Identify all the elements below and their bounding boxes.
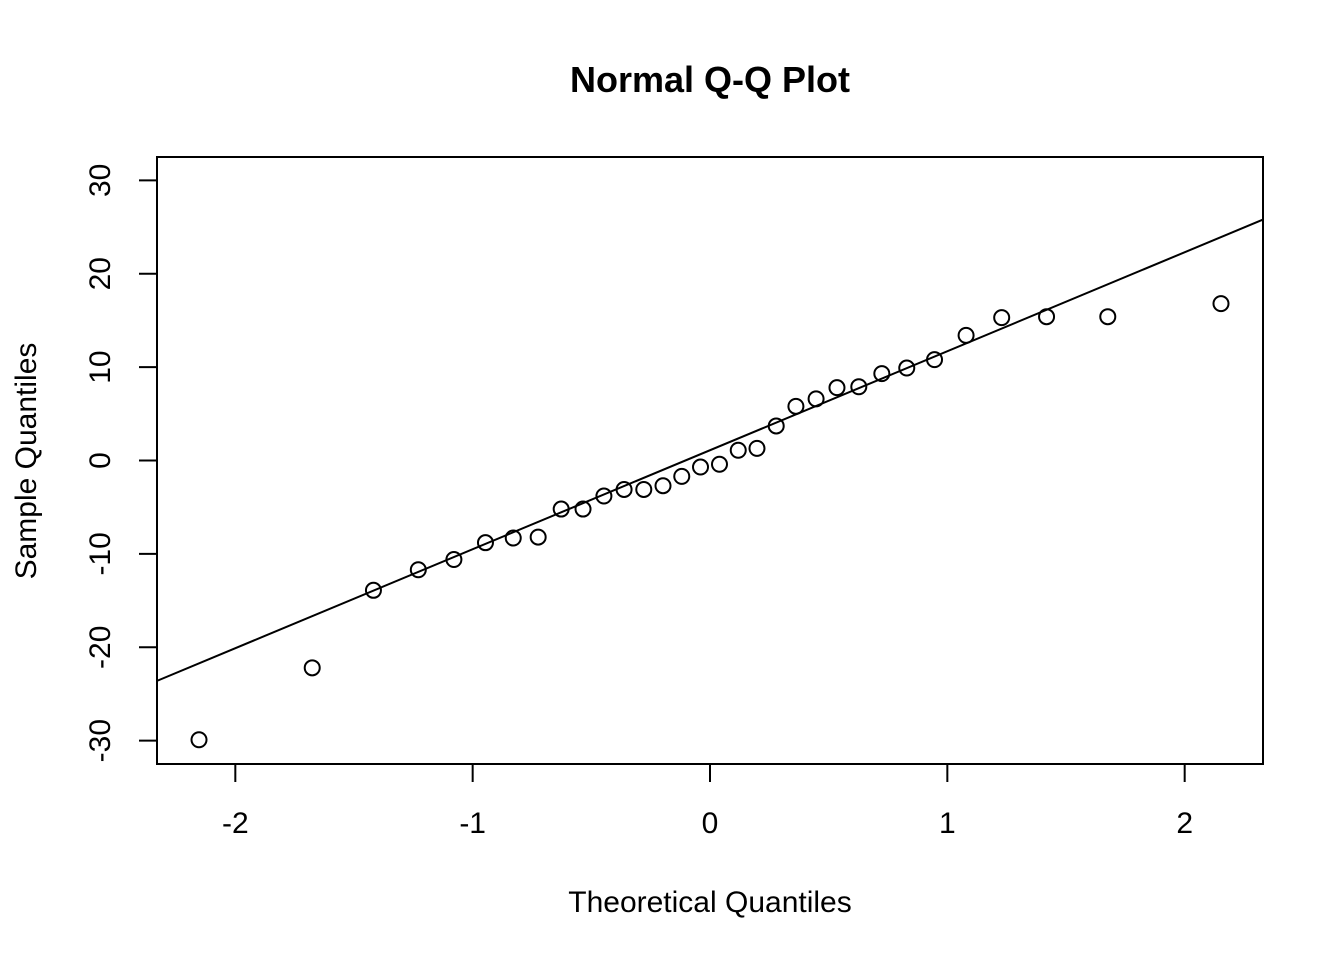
- data-point: [873, 365, 891, 383]
- data-point: [828, 379, 846, 397]
- y-tick-label: 0: [84, 452, 117, 469]
- data-point: [1099, 308, 1117, 326]
- data-point: [445, 550, 463, 568]
- data-point: [635, 480, 653, 498]
- data-point: [615, 480, 633, 498]
- data-point: [504, 529, 522, 547]
- x-tick-label: 2: [1176, 807, 1193, 840]
- data-point: [673, 467, 691, 485]
- chart-title: Normal Q-Q Plot: [570, 59, 850, 100]
- data-point: [993, 309, 1011, 327]
- data-point: [767, 417, 785, 435]
- data-point: [807, 390, 825, 408]
- y-tick-label: -10: [84, 532, 117, 575]
- data-point: [957, 326, 975, 344]
- data-point: [850, 378, 868, 396]
- data-point: [692, 458, 710, 476]
- data-point: [1212, 295, 1230, 313]
- data-point: [409, 561, 427, 579]
- y-tick-label: 10: [84, 350, 117, 383]
- y-axis-label: Sample Quantiles: [10, 343, 43, 580]
- x-axis-label: Theoretical Quantiles: [568, 886, 851, 919]
- plot-frame: [156, 156, 1264, 765]
- y-tick-label: 30: [84, 164, 117, 197]
- x-tick-label: 1: [939, 807, 956, 840]
- data-point: [787, 397, 805, 415]
- data-point: [574, 500, 592, 518]
- data-point: [476, 534, 494, 552]
- x-tick-label: -1: [459, 807, 486, 840]
- x-tick-label: -2: [222, 807, 249, 840]
- data-point: [710, 455, 728, 473]
- data-point: [552, 500, 570, 518]
- x-axis: -2 -1 0 1 2: [222, 764, 1193, 840]
- data-point: [1038, 308, 1056, 326]
- data-point: [748, 439, 766, 457]
- data-point: [898, 359, 916, 377]
- data-point: [654, 477, 672, 495]
- data-point: [190, 731, 208, 749]
- data-point: [303, 659, 321, 677]
- qq-reference-line: [156, 218, 1264, 682]
- data-point: [364, 581, 382, 599]
- y-axis: -30 -20 -10 0 10 20 30: [84, 164, 157, 762]
- y-tick-label: -20: [84, 626, 117, 669]
- data-point: [926, 351, 944, 369]
- data-point: [729, 441, 747, 459]
- y-tick-label: -30: [84, 719, 117, 762]
- sample-points: [190, 295, 1230, 749]
- y-tick-label: 20: [84, 257, 117, 290]
- data-point: [529, 528, 547, 546]
- x-tick-label: 0: [702, 807, 719, 840]
- data-point: [595, 487, 613, 505]
